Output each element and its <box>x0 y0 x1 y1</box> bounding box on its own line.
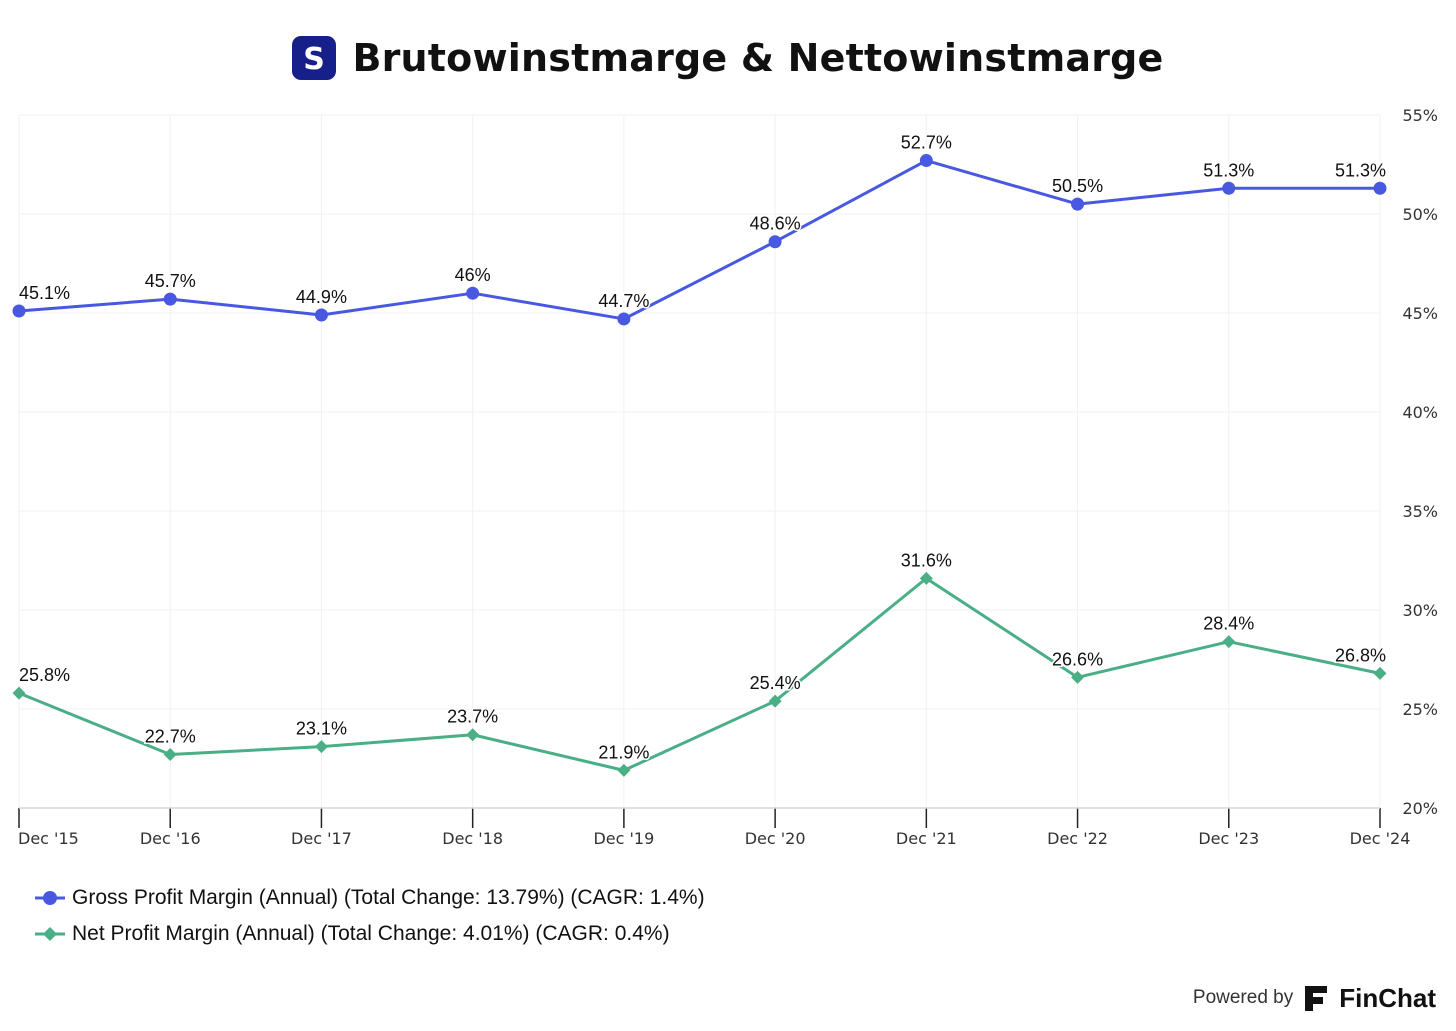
finchat-logo-icon <box>1305 986 1328 1011</box>
data-point-marker <box>1373 181 1387 195</box>
data-point-marker <box>1071 670 1085 684</box>
data-label: 52.7% <box>901 133 952 153</box>
y-tick-label: 35% <box>1402 502 1438 521</box>
data-label: 45.1% <box>19 283 70 303</box>
data-point-marker <box>768 694 782 708</box>
data-point-marker <box>163 292 177 306</box>
x-tick-label: Dec '18 <box>442 829 503 848</box>
data-label: 50.5% <box>1052 176 1103 196</box>
legend-label-gross-profit-margin: Gross Profit Margin (Annual) (Total Chan… <box>72 886 705 909</box>
data-label: 28.4% <box>1203 614 1254 634</box>
y-tick-label: 45% <box>1402 304 1438 323</box>
y-tick-label: 55% <box>1402 106 1438 125</box>
data-point-marker <box>12 304 26 318</box>
legend-item-gross-profit-margin[interactable]: Gross Profit Margin (Annual) (Total Chan… <box>34 880 705 916</box>
powered-by-text: Powered by <box>1192 987 1294 1008</box>
data-point-marker <box>1373 666 1387 680</box>
chart-title: Brutowinstmarge & Nettowinstmarge <box>352 36 1164 80</box>
logo-letter: S <box>304 42 326 75</box>
data-label: 46% <box>455 265 491 285</box>
data-point-marker <box>919 571 933 585</box>
data-label: 26.8% <box>1335 645 1386 665</box>
x-tick-label: Dec '20 <box>745 829 806 848</box>
line-chart: 20% 25% 30% 35% 40% 45% 50% 55% Dec '15 Dec '16 De… <box>12 106 1438 848</box>
x-tick-label: Dec '22 <box>1047 829 1108 848</box>
logo-s-glyph: S <box>304 42 326 75</box>
app-logo-icon: S <box>292 36 337 80</box>
data-label: 51.3% <box>1203 160 1254 180</box>
data-point-marker <box>768 235 782 249</box>
data-point-marker <box>466 728 480 742</box>
y-tick-label: 40% <box>1402 403 1438 422</box>
data-point-marker <box>617 763 631 777</box>
finchat-brand-name: FinChat <box>1339 982 1436 1013</box>
legend-diamond-marker-icon <box>35 927 65 941</box>
series-line-gross-profit-margin <box>18 159 1380 321</box>
data-point-marker <box>314 308 328 322</box>
powered-by-footer[interactable]: Powered by FinChat <box>1193 982 1436 1014</box>
series-line-net-profit-margin <box>18 576 1381 772</box>
x-tick-label: Dec '15 <box>18 829 79 848</box>
data-label: 26.6% <box>1052 649 1103 669</box>
data-label: 22.7% <box>145 727 196 747</box>
x-tick-label: Dec '16 <box>140 829 201 848</box>
x-tick-label: Dec '17 <box>291 829 352 848</box>
data-label: 51.3% <box>1335 160 1386 180</box>
data-point-marker <box>919 154 933 168</box>
data-point-marker <box>314 740 328 754</box>
data-label: 44.7% <box>598 291 649 311</box>
y-tick-label: 25% <box>1402 700 1438 719</box>
data-point-marker <box>1222 181 1236 195</box>
legend-item-net-profit-margin[interactable]: Net Profit Margin (Annual) (Total Change… <box>34 916 705 952</box>
legend-circle-marker-icon <box>35 891 65 905</box>
x-tick-label: Dec '24 <box>1350 829 1411 848</box>
x-tick-label: Dec '19 <box>593 829 654 848</box>
x-tick-label: Dec '23 <box>1198 829 1259 848</box>
y-tick-label: 50% <box>1402 205 1438 224</box>
chart-header: S Brutowinstmarge & Nettowinstmarge <box>0 28 1456 88</box>
data-label: 21.9% <box>598 742 649 762</box>
data-label: 45.7% <box>145 271 196 291</box>
data-point-marker <box>617 312 631 326</box>
data-label: 31.6% <box>901 550 952 570</box>
data-label: 25.4% <box>750 673 801 693</box>
data-point-marker <box>466 286 480 300</box>
chart-legend: Gross Profit Margin (Annual) (Total Chan… <box>34 880 705 952</box>
data-label: 23.7% <box>447 707 498 727</box>
data-point-marker <box>12 686 26 700</box>
x-tick-label: Dec '21 <box>896 829 957 848</box>
legend-label-net-profit-margin: Net Profit Margin (Annual) (Total Change… <box>72 922 670 945</box>
data-label: 48.6% <box>750 214 801 234</box>
data-point-marker <box>1222 635 1236 649</box>
data-point-marker <box>1071 197 1085 211</box>
data-label: 23.1% <box>296 719 347 739</box>
y-tick-label: 30% <box>1402 601 1438 620</box>
data-point-marker <box>163 748 177 762</box>
y-tick-label: 20% <box>1402 799 1438 818</box>
data-label: 44.9% <box>296 287 347 307</box>
data-label: 25.8% <box>19 665 70 685</box>
